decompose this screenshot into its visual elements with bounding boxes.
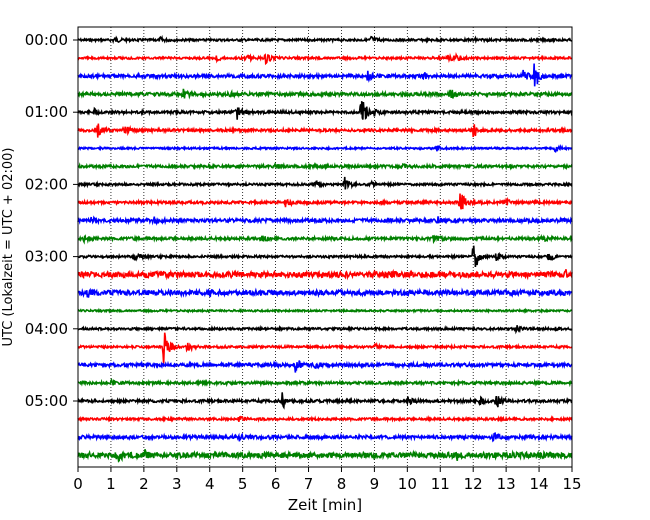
y-tick-label: 04:00 (25, 320, 68, 338)
x-tick-label: 2 (139, 475, 149, 493)
seismic-traces (77, 34, 573, 463)
x-axis-label: Zeit [min] (288, 496, 362, 514)
seismic-trace-row-17 (77, 332, 573, 365)
x-tick-label: 0 (73, 475, 83, 493)
x-gridlines (110, 27, 540, 467)
seismic-trace-row-10 (77, 215, 573, 226)
seismic-trace-row-23 (77, 449, 573, 463)
seismic-trace-row-8 (77, 176, 573, 190)
x-tick-label: 10 (398, 475, 417, 493)
seismic-trace-row-19 (77, 377, 573, 388)
seismic-trace-row-1 (77, 51, 573, 66)
seismic-trace-row-2 (77, 63, 573, 87)
seismic-trace-row-22 (77, 432, 573, 443)
x-tick-label: 9 (370, 475, 380, 493)
seismic-trace-row-4 (77, 101, 573, 120)
seismic-trace-row-14 (77, 287, 573, 299)
seismic-trace-row-7 (77, 161, 573, 171)
seismic-trace-row-21 (77, 414, 573, 423)
seismic-trace-row-15 (77, 307, 573, 314)
seismic-trace-row-5 (77, 123, 573, 138)
plot-frame (77, 26, 573, 468)
seismic-trace-row-11 (77, 233, 573, 245)
x-tick-label: 3 (172, 475, 182, 493)
x-tick-label: 14 (530, 475, 549, 493)
seismic-trace-row-13 (77, 268, 573, 281)
y-axis-label: UTC (Lokalzeit = UTC + 02:00) (1, 148, 16, 347)
y-tick-label: 00:00 (25, 31, 68, 49)
seismic-trace-row-20 (77, 392, 573, 410)
seismic-trace-row-0 (77, 34, 573, 45)
seismic-trace-row-9 (77, 193, 573, 210)
y-tick-label: 05:00 (25, 392, 68, 410)
y-tick-label: 02:00 (25, 175, 68, 193)
seismic-trace-row-12 (77, 245, 573, 268)
x-tick-label: 13 (497, 475, 516, 493)
seismic-trace-row-18 (77, 360, 573, 373)
x-axis-ticks: 0 1 2 3 4 5 6 7 8 9 10 11 12 13 14 15 (73, 467, 582, 493)
x-tick-label: 6 (271, 475, 281, 493)
x-tick-label: 5 (238, 475, 248, 493)
x-tick-label: 7 (304, 475, 314, 493)
y-axis-ticks: 00:00 01:00 02:00 03:00 04:00 05:00 (25, 31, 78, 410)
x-tick-label: 11 (431, 475, 450, 493)
y-tick-label: 03:00 (25, 248, 68, 266)
seismic-trace-row-3 (77, 88, 573, 100)
seismic-trace-row-6 (77, 143, 573, 153)
x-tick-label: 4 (205, 475, 215, 493)
x-tick-label: 12 (464, 475, 483, 493)
x-tick-label: 15 (562, 475, 581, 493)
plot-area (78, 27, 572, 467)
x-tick-label: 1 (106, 475, 116, 493)
seismic-trace-row-16 (77, 324, 573, 335)
x-tick-label: 8 (337, 475, 347, 493)
y-tick-label: 01:00 (25, 103, 68, 121)
